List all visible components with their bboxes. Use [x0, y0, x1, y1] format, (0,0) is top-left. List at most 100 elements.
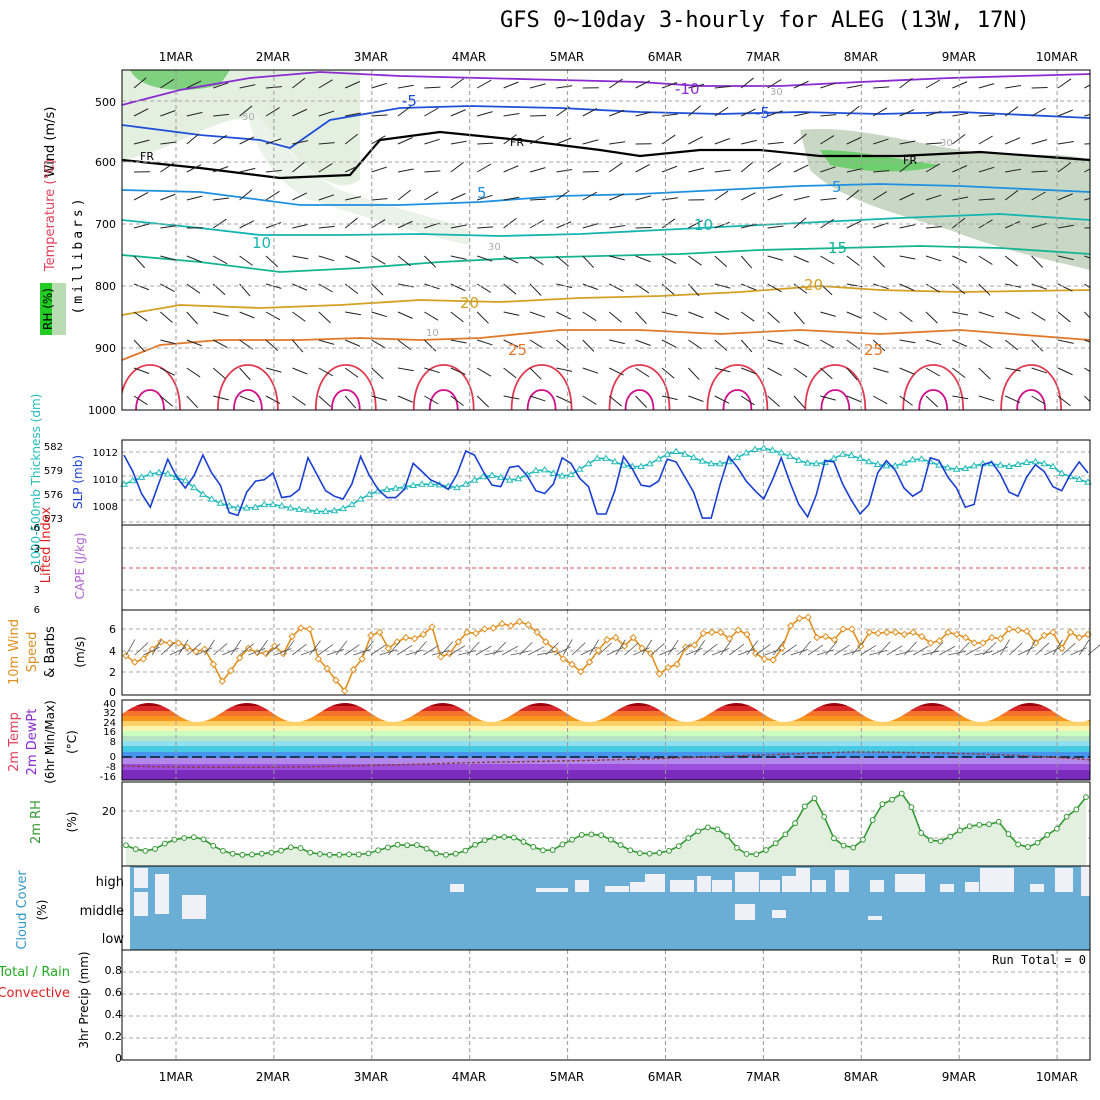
rh2m-point [792, 820, 798, 827]
wind-barb [952, 81, 968, 89]
wind-barb [767, 141, 784, 145]
wind-barb [952, 165, 968, 173]
wind10-barb [965, 646, 982, 656]
rh2m-point [1024, 844, 1031, 850]
rh2m-point [520, 839, 527, 845]
precip-tick: 0.2 [105, 1030, 123, 1043]
wind-barb [265, 367, 282, 373]
pressure-axis: 500 600 700 800 900 1000 [88, 96, 116, 417]
rh2m-point [510, 834, 517, 841]
wind-barb [476, 163, 492, 173]
wind-barb [899, 255, 916, 260]
temp2m-unit: (°C) [65, 730, 79, 754]
contour-label: 25 [864, 341, 883, 359]
wind10-point [795, 614, 804, 623]
cloud-unit: (%) [35, 900, 49, 921]
thickness-tick: 576 [44, 490, 63, 501]
rh2m-point [947, 833, 954, 840]
wind-barb [160, 110, 176, 117]
wind-barb [371, 135, 386, 145]
wind-barb [292, 223, 309, 229]
wind10-point [174, 639, 183, 647]
wind10-point [139, 655, 148, 663]
dewpoint-line [122, 751, 1090, 769]
wind-barb [1004, 311, 1020, 320]
thickness-point [786, 452, 794, 459]
wind-barb [477, 111, 493, 117]
warm-lobe-contour [330, 389, 361, 410]
thickness-point [347, 500, 356, 508]
wind10-barb [851, 641, 864, 656]
rh2m-point [627, 847, 634, 854]
wind-barb [371, 166, 387, 173]
thickness-point [496, 473, 505, 480]
wind-barb [767, 162, 782, 173]
thickness-point [391, 484, 400, 491]
wind10-point [760, 655, 769, 663]
wind-barb [1084, 143, 1090, 145]
wind-barb [133, 367, 150, 374]
wind-barb [556, 311, 571, 320]
wind-barb [213, 395, 229, 401]
wind-barb [450, 140, 467, 145]
wind10-point [498, 620, 506, 628]
wind-barb [265, 255, 279, 268]
wind-barb [714, 106, 729, 117]
wind10-barb [283, 640, 295, 656]
wind-barb [1004, 339, 1019, 351]
rh2m-point [743, 851, 750, 857]
wind10-barb [265, 643, 281, 656]
wind-barb [635, 80, 651, 89]
wind-barb [476, 395, 490, 408]
wind-barb [767, 395, 781, 407]
thickness-point [584, 459, 593, 467]
wind10-point [524, 621, 532, 629]
wind-barb [1031, 86, 1048, 89]
contour-label: -5 [402, 92, 417, 110]
wind10-barb [991, 646, 1009, 656]
bottom-date-axis: 1MAR 2MAR 3MAR 4MAR 5MAR 6MAR 7MAR 8MAR … [159, 1070, 1078, 1084]
top-date-label: 8MAR [844, 50, 879, 64]
contour-label: 10 [694, 216, 713, 234]
wind10-barb [746, 640, 759, 656]
cloud-gap [134, 892, 148, 916]
wind-barb [371, 198, 388, 201]
wind10-barb [1026, 639, 1037, 656]
wind-barb [292, 395, 306, 406]
wind-barb [1057, 367, 1073, 376]
rh2m-point [1015, 841, 1022, 848]
thickness-point [900, 459, 908, 466]
cloud-gap [812, 880, 826, 892]
wind10-point [594, 646, 602, 655]
thickness-tick: 579 [44, 466, 63, 477]
wind10-barb [554, 646, 571, 656]
wind10-barb [528, 646, 545, 656]
wind-barb [1057, 224, 1074, 229]
wind10-tick: 2 [109, 666, 116, 679]
wind-barb [793, 217, 807, 229]
rh2m-point [607, 836, 614, 843]
wind-barb [1031, 311, 1046, 321]
wind10-tick: 6 [109, 623, 116, 636]
rh2m-point [200, 836, 207, 843]
wind-barb [582, 311, 597, 322]
panel-frame [121, 609, 1091, 696]
wind-barb [872, 395, 888, 405]
wind-barb [186, 339, 202, 347]
wind-barb [820, 114, 837, 117]
wind10-barb [493, 641, 507, 656]
wind10-barb [370, 644, 387, 656]
thickness-point [234, 504, 242, 511]
wind10-barb [256, 640, 268, 656]
wind-barb [1084, 367, 1090, 373]
temperature-isoline [122, 130, 1090, 180]
wind-barb [371, 255, 386, 265]
rh2m-point [540, 847, 546, 854]
wind-barb [345, 112, 362, 117]
wind-barb [952, 133, 966, 145]
wind-barb [714, 169, 731, 173]
wind-barb [741, 367, 757, 375]
cloud-gap [630, 882, 654, 892]
wind-barb [609, 193, 625, 201]
thickness-point [146, 470, 155, 477]
